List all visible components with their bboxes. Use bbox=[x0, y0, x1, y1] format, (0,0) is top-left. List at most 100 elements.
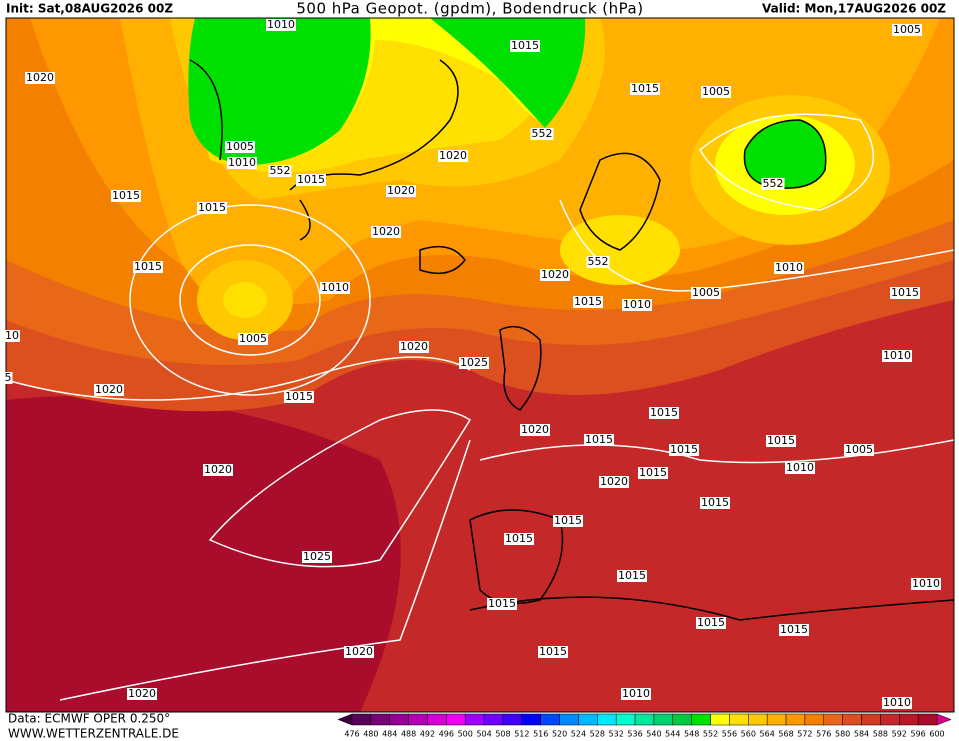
colorbar-arrow-high bbox=[936, 713, 952, 726]
isobar-label-bg bbox=[510, 40, 540, 52]
isobar-label: 1015 bbox=[285, 390, 313, 403]
colorbar-swatch bbox=[578, 713, 598, 726]
isobar-label: 1020 bbox=[400, 340, 428, 353]
colorbar-label: 552 bbox=[703, 730, 718, 739]
colorbar-label: 588 bbox=[873, 730, 888, 739]
isobar-label: 1010 bbox=[883, 349, 911, 362]
isobar-label-bg bbox=[630, 83, 660, 95]
colorbar-label: 512 bbox=[514, 730, 529, 739]
isobar-label-bg bbox=[284, 391, 314, 403]
isobar-label-bg bbox=[25, 72, 55, 84]
isobar-label: 1010 bbox=[883, 696, 911, 709]
valid-time: Valid: Mon,17AUG2026 00Z bbox=[762, 2, 946, 16]
map-title: 500 hPa Geopot. (gpdm), Bodendruck (hPa) bbox=[296, 0, 643, 18]
colorbar-label: 532 bbox=[609, 730, 624, 739]
isobar-label-bg bbox=[696, 617, 726, 629]
colorbar-swatch bbox=[427, 713, 447, 726]
isobar-label: 1015 bbox=[631, 82, 659, 95]
colorbar-swatch bbox=[559, 713, 579, 726]
isobar-label-bg bbox=[3, 372, 13, 384]
colorbar-label: 492 bbox=[420, 730, 435, 739]
colorbar-label: 580 bbox=[835, 730, 850, 739]
isobar-label: 1010 bbox=[912, 577, 940, 590]
colorbar-swatch bbox=[370, 713, 390, 726]
isobar-label-bg bbox=[649, 407, 679, 419]
isobar-label: 1005 bbox=[239, 332, 267, 345]
isobar-label: 1010 bbox=[267, 18, 295, 31]
isobar-label-bg bbox=[890, 287, 920, 299]
colorbar-swatch bbox=[861, 713, 881, 726]
isobar-label-bg bbox=[669, 444, 699, 456]
isobar-label: 1010 bbox=[622, 687, 650, 700]
colorbar-label: 556 bbox=[722, 730, 737, 739]
isobar-label: 1015 bbox=[112, 189, 140, 202]
isobar-label-bg bbox=[617, 570, 647, 582]
colorbar-swatch bbox=[615, 713, 636, 726]
isobar-label: 1010 bbox=[775, 261, 803, 274]
isobar-label: 1010 bbox=[228, 156, 256, 169]
colorbar-label: 516 bbox=[533, 730, 548, 739]
isobar-label-bg bbox=[844, 444, 874, 456]
colorbar-swatch bbox=[691, 713, 711, 726]
isobar-label-bg bbox=[4, 330, 20, 342]
colorbar-arrow-low bbox=[337, 713, 353, 726]
colorbar: 476 480 484 488 492 496 500 504 508 512 516 520 524 5… bbox=[337, 713, 952, 739]
isobar-label-bg bbox=[622, 299, 652, 311]
isobar-label-bg bbox=[584, 434, 614, 446]
isobar-label-bg bbox=[599, 476, 629, 488]
isobar-label: 1005 bbox=[692, 286, 720, 299]
colorbar-label: 576 bbox=[816, 730, 831, 739]
isobar-label-bg bbox=[882, 350, 912, 362]
isobar-label-bg bbox=[520, 424, 550, 436]
isobar-label: 1020 bbox=[387, 184, 415, 197]
colorbar-label: 500 bbox=[458, 730, 473, 739]
colorbar-label: 548 bbox=[684, 730, 699, 739]
colorbar-swatch bbox=[748, 713, 768, 726]
isobar-label-bg bbox=[459, 357, 489, 369]
isobar-label: 552 bbox=[270, 164, 291, 177]
isobar-label-bg bbox=[296, 174, 326, 186]
data-source: Data: ECMWF OPER 0.250° bbox=[8, 712, 170, 726]
isobar-label-bg bbox=[344, 646, 374, 658]
isobar-label: 1005 bbox=[845, 443, 873, 456]
isobar-label-bg bbox=[268, 165, 292, 177]
colorbar-label: 508 bbox=[495, 730, 510, 739]
colorbar-swatch bbox=[634, 713, 655, 726]
isobar-label: 1020 bbox=[128, 687, 156, 700]
isobar-label-bg bbox=[700, 497, 730, 509]
isobar-label: 1005 bbox=[702, 85, 730, 98]
isobar-label: 1010 bbox=[623, 298, 651, 311]
isobar-label-bg bbox=[203, 464, 233, 476]
map-field bbox=[6, 18, 954, 712]
isobar-label-bg bbox=[638, 467, 668, 479]
isobar-label: 1015 bbox=[574, 295, 602, 308]
isobar-label: 1015 bbox=[670, 443, 698, 456]
colorbar-label: 592 bbox=[892, 730, 907, 739]
colorbar-label: 496 bbox=[439, 730, 454, 739]
isobar-label: 1010 bbox=[321, 281, 349, 294]
isobar-label: 1020 bbox=[204, 463, 232, 476]
isobar-label-bg bbox=[573, 296, 603, 308]
colorbar-swatch bbox=[917, 713, 938, 726]
isobar-label: 1020 bbox=[26, 71, 54, 84]
isobar-label: 1015 bbox=[697, 616, 725, 629]
colorbar-swatch bbox=[729, 713, 749, 726]
isobar-label: 1010 bbox=[786, 461, 814, 474]
colorbar-swatch bbox=[880, 713, 900, 726]
isobar-label-bg bbox=[911, 578, 941, 590]
isobar-label-bg bbox=[892, 24, 922, 36]
isobar-label-bg bbox=[761, 178, 785, 190]
isobar-label-bg bbox=[487, 598, 517, 610]
isobar-label-bg bbox=[766, 435, 796, 447]
colorbar-swatch bbox=[446, 713, 466, 726]
isobar-label-bg bbox=[621, 688, 651, 700]
colorbar-label: 480 bbox=[363, 730, 378, 739]
isobar-labels: 1010 1015 1020 1005 1015 1005 1005 1010 552 1015 1… bbox=[3, 18, 941, 709]
isobar-label-bg bbox=[438, 150, 468, 162]
isobar-label-bg bbox=[779, 624, 809, 636]
colorbar-label: 540 bbox=[646, 730, 661, 739]
isobar-label: 552 bbox=[532, 127, 553, 140]
colorbar-label: 528 bbox=[590, 730, 605, 739]
